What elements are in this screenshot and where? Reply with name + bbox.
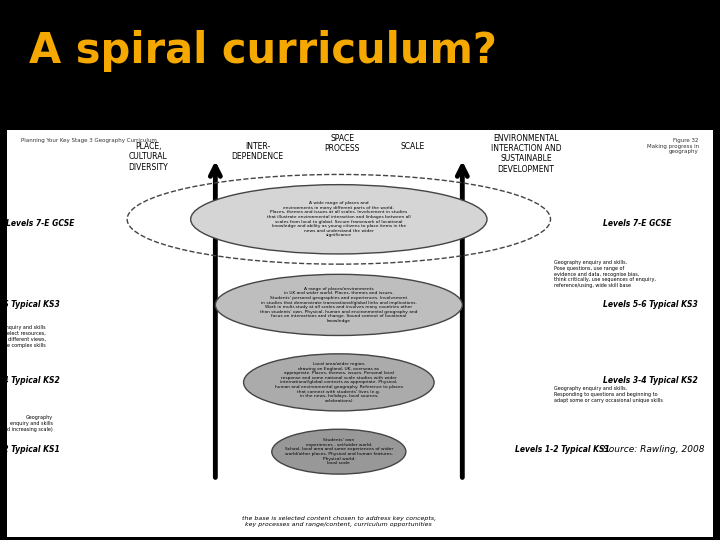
Text: Geography enquiry and skills.
Responding to questions and beginning to
adapt som: Geography enquiry and skills. Responding…	[554, 387, 663, 403]
Text: A spiral curriculum?: A spiral curriculum?	[29, 30, 497, 72]
Text: Geography enquiry and skills
Pose questions, select resources,
begin to plan, ex: Geography enquiry and skills Pose questi…	[0, 325, 46, 348]
Text: Planning Your Key Stage 3 Geography Curriculum: Planning Your Key Stage 3 Geography Curr…	[22, 138, 157, 143]
Text: A wide range of places and
environments in many different parts of the world.
Pl: A wide range of places and environments …	[267, 201, 410, 238]
Text: Levels 3-4 Typical KS2: Levels 3-4 Typical KS2	[603, 376, 698, 385]
Text: Levels 3-4 Typical KS2: Levels 3-4 Typical KS2	[0, 376, 60, 385]
Ellipse shape	[191, 185, 487, 254]
Ellipse shape	[271, 429, 406, 474]
Text: Levels 1-2 Typical KS1: Levels 1-2 Typical KS1	[516, 445, 610, 454]
Text: Students' own
experiences - set/wider world.
School, local area and some experie: Students' own experiences - set/wider wo…	[284, 438, 393, 465]
Text: Figure 32
Making progress in
geography: Figure 32 Making progress in geography	[647, 138, 698, 154]
Text: Levels 5-6 Typical KS3: Levels 5-6 Typical KS3	[603, 300, 698, 309]
Ellipse shape	[215, 274, 462, 335]
Text: Geography enquiry and skills.
Pose questions, use range of
evidence and data, re: Geography enquiry and skills. Pose quest…	[554, 260, 656, 288]
Text: the base is selected content chosen to address key concepts,
key processes and r: the base is selected content chosen to a…	[242, 516, 436, 527]
Text: Levels 5-6 Typical KS3: Levels 5-6 Typical KS3	[0, 300, 60, 309]
Text: SCALE: SCALE	[401, 142, 425, 151]
Text: PLACE,
CULTURAL
DIVERSITY: PLACE, CULTURAL DIVERSITY	[128, 142, 168, 172]
Text: ©GA 2014: ©GA 2014	[29, 524, 88, 535]
Text: Levels 1-2 Typical KS1: Levels 1-2 Typical KS1	[0, 445, 60, 454]
Text: Geography
enquiry and skills
(and increasing scale): Geography enquiry and skills (and increa…	[0, 415, 53, 431]
Text: ENVIRONMENTAL
INTERACTION AND
SUSTAINABLE
DEVELOPMENT: ENVIRONMENTAL INTERACTION AND SUSTAINABL…	[490, 134, 561, 174]
Text: Local area/wider region,
drawing on England, UK, overseas as
appropriate. Places: Local area/wider region, drawing on Engl…	[275, 362, 402, 403]
Ellipse shape	[243, 354, 434, 411]
Text: Source: Rawling, 2008: Source: Rawling, 2008	[603, 445, 705, 454]
Text: SPACE
PROCESS: SPACE PROCESS	[325, 134, 360, 153]
Text: A range of places/environments
in UK and wider world. Places, themes and issues.: A range of places/environments in UK and…	[260, 287, 418, 323]
Text: Levels 7-E GCSE: Levels 7-E GCSE	[6, 219, 74, 228]
Text: Levels 7-E GCSE: Levels 7-E GCSE	[603, 219, 672, 228]
Bar	[7, 130, 713, 537]
Text: INTER-
DEPENDENCE: INTER- DEPENDENCE	[232, 142, 284, 161]
